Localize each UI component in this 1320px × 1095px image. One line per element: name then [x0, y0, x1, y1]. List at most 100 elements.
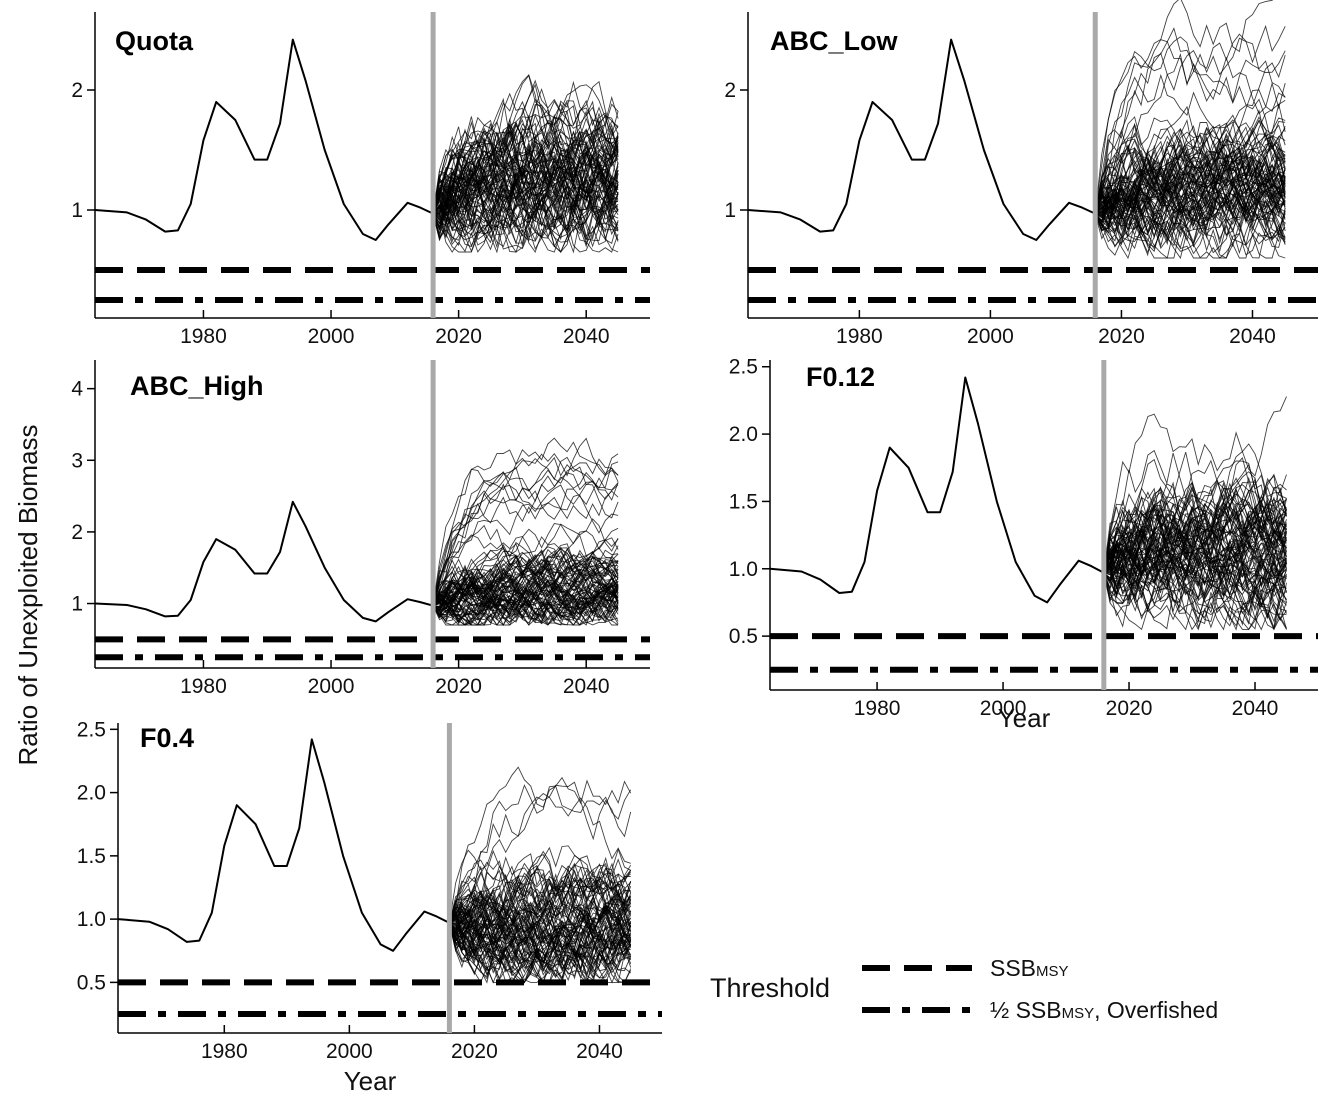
- f0-12-title: F0.12: [806, 362, 875, 392]
- quota-projection-runs: [432, 74, 619, 254]
- f0-4-xtick-label: 2040: [576, 1040, 623, 1063]
- f0-4-projection-run: [448, 781, 632, 924]
- abc-low-projection-run: [1094, 158, 1286, 214]
- quota-xtick-label: 2000: [308, 325, 355, 348]
- panel-quota: 1 2 1980 2000 2020 2040 Quota: [71, 12, 650, 348]
- abc-low-projection-run: [1094, 131, 1286, 214]
- f0-12-projection-run: [1103, 487, 1287, 573]
- abc-high-projection-run: [432, 471, 619, 606]
- legend-overfished-sub: MSY: [1062, 1005, 1095, 1022]
- abc-high-ytick-label: 2: [71, 521, 83, 544]
- quota-title: Quota: [115, 26, 194, 56]
- f0-12-projection-run: [1103, 550, 1287, 631]
- abc-high-projection-run: [432, 574, 619, 620]
- f0-4-projection-run: [448, 901, 632, 951]
- f0-12-xtick-label: 1980: [854, 697, 901, 720]
- abc-high-projection-run: [432, 572, 619, 621]
- f0-12-projection-run: [1103, 506, 1287, 598]
- f0-4-projection-run: [448, 855, 632, 942]
- quota-projection-run: [432, 160, 619, 235]
- abc-high-historical-line: [94, 500, 434, 623]
- f0-4-projection-run: [449, 893, 632, 965]
- abc-low-title: ABC_Low: [770, 26, 898, 56]
- quota-projection-run: [432, 137, 619, 242]
- f0-12-projection-run: [1103, 525, 1287, 599]
- f0-4-ytick-label: 0.5: [77, 971, 106, 994]
- quota-projection-run: [432, 130, 619, 214]
- f0-4-projection-run: [448, 889, 632, 958]
- f0-4-projection-run: [448, 922, 631, 977]
- quota-xtick-label: 2020: [435, 325, 482, 348]
- abc-high-projection-run: [432, 556, 619, 607]
- quota-projection-run: [433, 83, 619, 215]
- quota-projection-run: [432, 80, 619, 214]
- abc-high-projection-run: [432, 437, 619, 606]
- abc-low-projection-run: [1094, 142, 1286, 229]
- f0-12-projection-run: [1103, 504, 1287, 575]
- y-axis-title: Ratio of Unexploited Biomass: [13, 424, 43, 765]
- f0-12-projection-run: [1103, 477, 1287, 574]
- f0-4-projection-run: [449, 897, 632, 970]
- quota-projection-run: [432, 159, 619, 236]
- quota-projection-run: [432, 166, 619, 250]
- abc-low-projection-run: [1094, 191, 1286, 250]
- abc-high-xtick-label: 2000: [308, 675, 355, 698]
- f0-4-projection-run: [449, 850, 632, 935]
- quota-projection-run: [432, 131, 619, 214]
- abc-high-projection-run: [432, 549, 619, 607]
- abc-low-projection-run: [1094, 0, 1274, 214]
- panel-f0-4: 0.5 1.0 1.5 2.0 2.5 1980 2000 2020 2040 Year F0.4: [77, 718, 662, 1095]
- abc-high-projection-run: [432, 563, 619, 621]
- f0-4-projection-run: [449, 896, 631, 939]
- abc-low-projection-run: [1094, 170, 1286, 233]
- f0-12-projection-run: [1103, 541, 1287, 620]
- abc-low-projection-run: [1094, 116, 1286, 214]
- abc-high-projection-run: [432, 582, 619, 621]
- quota-xtick-label: 2040: [563, 325, 610, 348]
- f0-4-projection-run: [448, 853, 631, 928]
- abc-low-ytick-label: 2: [724, 79, 736, 102]
- quota-projection-run: [432, 195, 619, 253]
- abc-high-projection-runs: [432, 437, 619, 627]
- f0-4-projection-run: [448, 854, 632, 924]
- quota-historical-line: [94, 38, 434, 241]
- abc-high-projection-run: [432, 458, 619, 606]
- f0-12-xtick-label: 2000: [980, 697, 1027, 720]
- panel-f0-12: 0.5 1.0 1.5 2.0 2.5 1980 2000 2020 2040 Year F0.12: [729, 356, 1318, 733]
- abc-high-title: ABC_High: [130, 371, 264, 401]
- f0-4-ytick-label: 1.5: [77, 845, 106, 868]
- abc-low-projection-run: [1094, 37, 1286, 214]
- f0-12-projection-run: [1103, 489, 1287, 573]
- quota-projection-run: [432, 100, 619, 214]
- f0-4-projection-run: [449, 867, 632, 933]
- f0-12-projection-run: [1103, 476, 1287, 576]
- abc-high-projection-run: [432, 575, 619, 611]
- quota-projection-run: [432, 139, 619, 251]
- abc-high-projection-run: [432, 523, 619, 606]
- quota-projection-run: [432, 80, 619, 214]
- f0-12-projection-run: [1103, 475, 1287, 595]
- f0-4-projection-run: [449, 886, 631, 956]
- quota-ytick-label: 1: [71, 199, 83, 222]
- f0-4-projection-run: [448, 869, 632, 924]
- f0-4-title: F0.4: [140, 723, 194, 753]
- legend-overfished-main: ½ SSB: [990, 997, 1062, 1023]
- abc-high-ytick-label: 1: [71, 593, 83, 616]
- abc-high-ytick-label: 4: [71, 378, 83, 401]
- abc-high-projection-run: [432, 569, 619, 606]
- legend-title: Threshold: [710, 973, 830, 1003]
- panel-abc-high: 1 2 3 4 1980 2000 2020 2040 ABC_High: [71, 360, 650, 698]
- quota-projection-run: [432, 131, 619, 221]
- abc-high-projection-run: [432, 456, 619, 606]
- f0-12-projection-run: [1103, 443, 1287, 573]
- abc-high-projection-run: [432, 483, 619, 606]
- f0-4-historical-line: [117, 738, 450, 952]
- abc-high-projection-run: [432, 588, 619, 622]
- abc-low-projection-run: [1094, 116, 1286, 214]
- f0-12-ytick-label: 1.0: [729, 558, 758, 581]
- f0-12-projection-run: [1103, 530, 1287, 595]
- f0-4-projection-run: [448, 793, 631, 923]
- abc-low-projection-run: [1094, 165, 1286, 237]
- abc-low-projection-run: [1095, 128, 1286, 215]
